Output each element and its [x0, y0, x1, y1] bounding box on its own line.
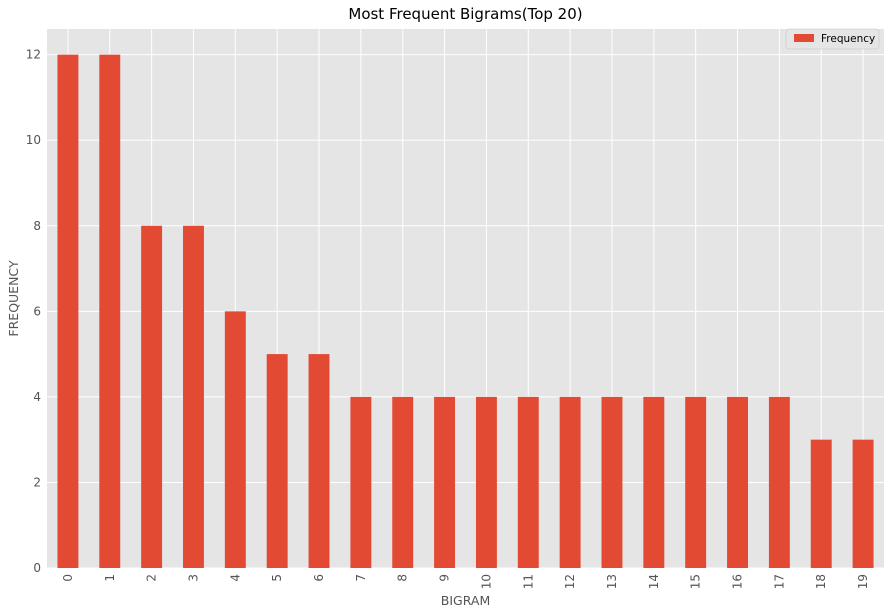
bar-7	[350, 396, 372, 568]
x-tick-label: 4	[228, 574, 242, 582]
x-tick-label: 7	[354, 574, 368, 582]
bar-10	[475, 396, 497, 568]
x-tick-label: 18	[814, 574, 828, 589]
bar-5	[266, 354, 288, 568]
legend-label: Frequency	[821, 33, 875, 45]
x-tick-label: 5	[270, 574, 284, 582]
x-tick-label: 8	[396, 574, 410, 582]
y-tick-labels: 0 2 4 6 8 10 12	[26, 48, 41, 575]
y-tick-label: 12	[26, 48, 41, 62]
x-tick-label: 10	[479, 574, 493, 589]
x-tick-label: 14	[647, 574, 661, 589]
y-axis-label: FREQUENCY	[6, 260, 21, 337]
y-tick-label: 4	[33, 390, 41, 404]
legend-swatch	[794, 34, 814, 42]
legend: Frequency	[785, 28, 880, 50]
bar-16	[727, 396, 748, 568]
y-tick-label: 0	[33, 561, 41, 575]
x-tick-label: 9	[438, 574, 452, 582]
bars	[57, 54, 874, 568]
x-tick-label: 6	[312, 574, 326, 582]
bar-14	[643, 396, 665, 568]
x-tick-label: 15	[689, 574, 703, 589]
x-tick-labels: 0 1 2 3 4 5 6 7 8 9 10 11 12 13 14 15 16 17 18 19	[61, 574, 870, 589]
bar-13	[601, 396, 623, 568]
bar-18	[810, 439, 832, 568]
y-tick-label: 10	[26, 133, 41, 147]
bar-15	[685, 396, 707, 568]
x-tick-label: 11	[521, 574, 535, 589]
plot-area	[47, 29, 884, 568]
bar-12	[559, 396, 581, 568]
bar-17	[768, 396, 790, 568]
bar-11	[517, 396, 539, 568]
x-tick-label: 19	[856, 574, 870, 589]
bar-2	[141, 225, 163, 568]
y-tick-label: 2	[33, 475, 41, 489]
x-axis-label: BIGRAM	[441, 593, 490, 608]
y-tick-label: 6	[33, 304, 41, 318]
y-tick-label: 8	[33, 219, 41, 233]
bar-3	[183, 225, 204, 568]
x-tick-label: 0	[61, 574, 75, 582]
bar-19	[852, 439, 874, 568]
x-tick-label: 3	[186, 574, 200, 582]
x-tick-label: 1	[103, 574, 117, 582]
bar-8	[392, 396, 414, 568]
x-tick-label: 2	[145, 574, 159, 582]
x-tick-label: 13	[605, 574, 619, 589]
bar-9	[434, 396, 456, 568]
x-tick-label: 17	[772, 574, 786, 589]
bar-1	[99, 54, 121, 568]
x-tick-label: 16	[731, 574, 745, 589]
x-tick-label: 12	[563, 574, 577, 589]
bar-4	[224, 311, 246, 568]
bar-0	[57, 54, 79, 568]
chart-title: Most Frequent Bigrams(Top 20)	[348, 5, 582, 23]
bar-6	[308, 354, 330, 568]
